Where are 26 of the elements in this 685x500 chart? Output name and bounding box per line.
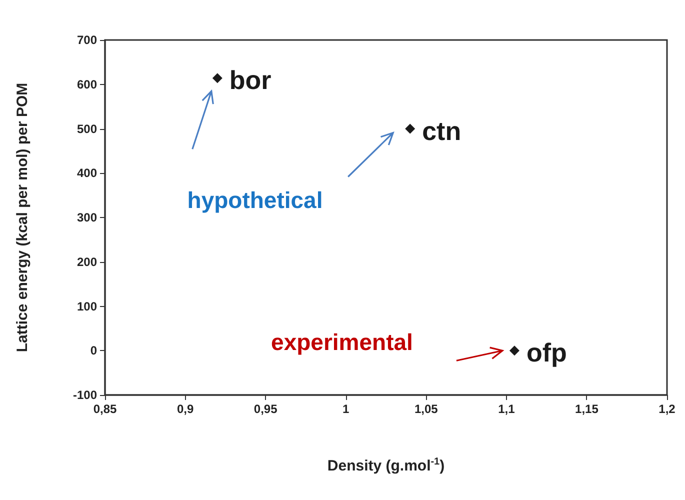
x-tick-label: 1,15 [575, 402, 599, 416]
y-tick-label: 500 [76, 122, 98, 136]
x-tick-label: 0,85 [93, 402, 117, 416]
y-tick-label: 100 [76, 299, 98, 314]
y-tick-label: 300 [76, 210, 98, 224]
y-tick-label: 600 [76, 77, 98, 92]
point [212, 73, 222, 84]
y-tick-label: 200 [76, 254, 98, 269]
x-tick-label: 0,9 [176, 402, 194, 416]
y-tick-label: 0 [90, 344, 98, 358]
x-tick-label: 1 [342, 402, 350, 416]
annotation: experimental [271, 329, 413, 355]
y-axis-title: Lattice energy (kcal per mol) per POM [14, 82, 31, 352]
x-tick-label: 1,1 [498, 402, 516, 416]
annotation: bor [229, 65, 272, 96]
y-tick-label: -100 [72, 388, 98, 402]
point [405, 124, 416, 134]
x-tick-label: 0,95 [254, 402, 278, 416]
y-tick-label: 400 [76, 166, 98, 180]
annotation: ctn [422, 116, 462, 146]
x-tick-label: 1,2 [658, 402, 676, 416]
annotation: ofp [526, 338, 567, 368]
x-tick-label: 1,05 [414, 402, 438, 416]
annotation: hypothetical [187, 187, 323, 213]
y-tick-label: 700 [76, 33, 98, 47]
point [509, 346, 520, 356]
